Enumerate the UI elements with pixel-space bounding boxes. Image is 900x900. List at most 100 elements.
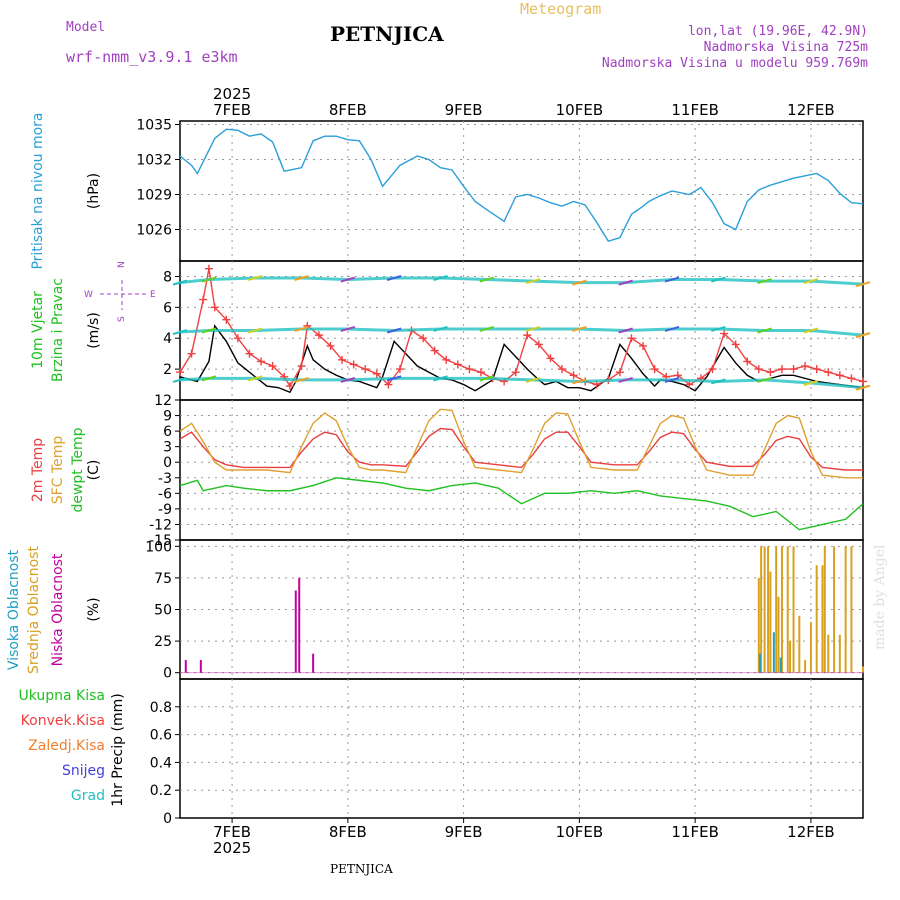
unit-label: (C) [86,460,102,481]
gust-marker [754,365,763,374]
wind-arrow [247,275,263,281]
precip-legend-item: Snijeg [62,763,105,779]
date-label-top: 10FEB [556,101,603,119]
gust-marker [210,303,219,312]
gust-marker [627,334,636,343]
y-tick-label: -3 [158,471,172,487]
wind-axis-title-2: Brzina i Pravac [50,278,66,382]
temp-axis-title-sfc: SFC Temp [50,436,66,505]
y-tick-label: 9 [163,409,172,425]
gust-marker [285,382,294,391]
gust-marker [257,357,266,366]
y-tick-label: -15 [149,533,172,549]
gust-marker [430,346,439,355]
y-tick-label: 6 [163,300,172,316]
watermark: made by Angel [872,544,888,651]
gust-marker [297,362,306,371]
bottom-title: PETNJICA [330,862,393,876]
wind-arrow [803,327,819,334]
series-2m-temp [179,427,863,471]
y-tick-label: 0 [163,455,172,471]
wind-arrow [247,375,263,382]
gust-marker [338,355,347,364]
gust-marker [569,371,578,380]
precip-legend-item: Grad [71,788,105,804]
y-tick-label: 3 [163,440,172,456]
y-tick-label: 2 [163,362,172,378]
gust-marker [824,368,833,377]
gust-marker [233,334,242,343]
panel-temperature [175,399,864,541]
wind-arrow [711,378,726,385]
y-tick-label: 1035 [136,118,172,134]
precip-legend-item: Konvek.Kisa [21,713,105,729]
wind-arrow [618,327,633,334]
wind-arrow [172,376,188,383]
wind-arrow [525,325,541,332]
cloud-axis-title-mid: Srednja Oblacnost [26,546,42,674]
wind-arrow [294,325,309,332]
wind-arrow [757,327,772,334]
series-wind-speed [179,324,864,394]
unit-label: (hPa) [86,173,102,209]
y-tick-label: 50 [154,603,172,619]
gust-marker [395,365,404,374]
gust-marker [199,295,208,304]
model-value: wrf-nmm_v3.9.1 e3km [66,48,238,66]
wind-arrow [803,380,819,386]
panel-frame [179,678,864,819]
wind-arrow [664,376,680,383]
gust-marker [511,368,520,377]
y-tick-label: 75 [154,571,172,587]
y-tick-label: 0.6 [150,728,172,744]
series-pressure [179,128,864,242]
wind-arrow [201,276,217,283]
date-label-bottom: 12FEB [787,823,834,841]
wind-arrow [247,327,263,334]
unit-label: (%) [86,597,102,621]
gust-marker [384,380,393,389]
gust-marker [442,355,451,364]
elevation-label: Nadmorska Visina 725m [703,40,868,55]
wind-arrow [201,375,217,382]
wind-arrow [711,325,726,332]
compass-north: N [117,261,127,268]
wind-arrow [386,327,402,334]
wind-arrow [201,327,217,334]
gust-marker [176,368,184,377]
gust-marker [812,365,821,374]
gust-marker [326,341,335,350]
gust-marker [731,340,740,349]
page-title: PETNJICA [330,22,444,46]
wind-arrow [618,376,633,383]
meteogram-label: Meteogram [520,0,602,18]
y-tick-label: 0.2 [150,783,172,799]
wind-direction-series [179,276,864,286]
gust-marker [187,349,196,358]
date-label-top: 9FEB [445,101,483,119]
wind-arrow [572,279,587,286]
wind-arrow [479,325,495,332]
wind-arrow [664,276,680,283]
precip-axis-title: 1hr Precip (mm) [110,693,126,806]
compass-cross [100,280,146,310]
date-label-top: 7FEB [213,101,251,119]
compass-south: S [117,316,127,322]
cloud-axis-title-high: Visoka Oblacnost [6,549,22,670]
wind-axis-title-1: 10m Vjetar [30,291,46,369]
date-label-top: 8FEB [329,101,367,119]
wind-arrow [172,329,188,336]
y-tick-label: -12 [149,517,172,533]
wind-arrow [479,375,495,382]
model-elevation-label: Nadmorska Visina u modelu 959.769m [601,56,868,71]
gust-marker [801,362,810,371]
gust-marker [245,349,254,358]
wind-arrow [433,275,448,281]
gust-marker [789,365,798,374]
year-label-bottom: 2025 [213,839,251,857]
y-tick-label: 0 [163,666,172,682]
gust-marker [523,331,532,340]
gust-marker [859,377,867,386]
gust-marker [766,368,775,377]
